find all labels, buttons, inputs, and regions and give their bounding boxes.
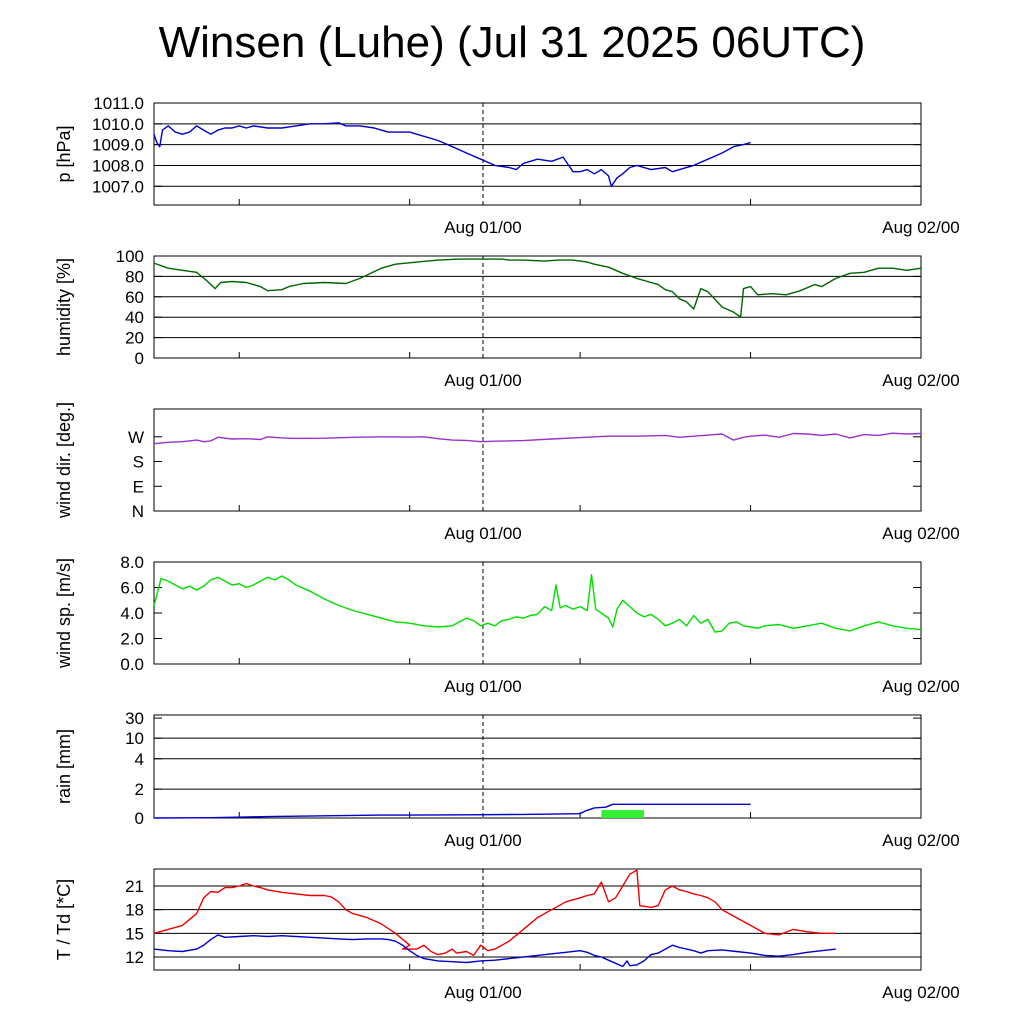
y-tick-label: 4.0 — [120, 604, 144, 623]
y-tick-label: E — [133, 477, 144, 496]
x-tick-label: Aug 01/00 — [444, 524, 522, 543]
y-tick-label: 18 — [125, 901, 144, 920]
y-tick-label: 20 — [125, 329, 144, 348]
y-tick-label: N — [132, 502, 144, 521]
y-tick-label: 40 — [125, 308, 144, 327]
x-tick-label: Aug 02/00 — [882, 831, 960, 850]
x-tick-label: Aug 02/00 — [882, 524, 960, 543]
y-tick-label: 1010.0 — [92, 115, 144, 134]
series-line — [153, 432, 922, 445]
x-tick-label: Aug 02/00 — [882, 677, 960, 696]
y-tick-label: 1008.0 — [92, 156, 144, 175]
chart-title: Winsen (Luhe) (Jul 31 2025 06UTC) — [158, 18, 866, 67]
y-tick-label: 1011.0 — [93, 94, 144, 113]
x-tick-label: Aug 01/00 — [444, 371, 522, 390]
series-line — [153, 258, 922, 318]
x-tick-label: Aug 02/00 — [882, 371, 960, 390]
y-tick-label: S — [133, 453, 144, 472]
series-line — [153, 869, 836, 957]
series-line — [153, 934, 836, 968]
y-tick-label: 2.0 — [120, 630, 144, 649]
y-tick-label: 0 — [135, 349, 144, 368]
y-tick-label: 2 — [135, 780, 144, 799]
y-tick-label: 100 — [116, 247, 144, 266]
plot-frame — [153, 255, 922, 359]
y-tick-label: 21 — [125, 877, 144, 896]
y-axis-label: p [hPa] — [54, 125, 74, 182]
x-tick-label: Aug 01/00 — [444, 831, 522, 850]
y-axis-label: humidity [%] — [54, 258, 74, 356]
x-tick-label: Aug 01/00 — [444, 983, 522, 1002]
y-tick-label: 80 — [125, 267, 144, 286]
y-axis-label: rain [mm] — [54, 729, 74, 804]
x-tick-label: Aug 02/00 — [882, 218, 960, 237]
y-tick-label: 15 — [125, 924, 144, 943]
y-tick-label: 30 — [125, 709, 144, 728]
y-tick-label: 0 — [135, 809, 144, 828]
series-line — [153, 574, 922, 633]
x-tick-label: Aug 02/00 — [882, 983, 960, 1002]
plot-frame — [153, 408, 922, 512]
y-axis-label: wind sp. [m/s] — [54, 558, 74, 669]
y-tick-label: 8.0 — [120, 553, 144, 572]
y-tick-label: 1009.0 — [92, 136, 144, 155]
y-axis-label: T / Td [*C] — [54, 879, 74, 960]
plot-frame — [153, 714, 922, 819]
y-tick-label: 12 — [125, 948, 144, 967]
y-tick-label: 4 — [135, 750, 144, 769]
y-tick-label: 0.0 — [120, 655, 144, 674]
plot-frame — [153, 102, 922, 206]
series-line — [153, 803, 751, 819]
y-tick-label: 60 — [125, 288, 144, 307]
y-axis-label: wind dir. [deg.] — [54, 402, 74, 519]
rain-bar — [601, 810, 645, 818]
y-tick-label: W — [128, 428, 144, 447]
y-tick-label: 1007.0 — [92, 177, 144, 196]
y-tick-label: 10 — [125, 729, 144, 748]
x-tick-label: Aug 01/00 — [444, 677, 522, 696]
x-tick-label: Aug 01/00 — [444, 218, 522, 237]
plot-frame — [153, 868, 922, 971]
series-line — [153, 122, 751, 188]
y-tick-label: 6.0 — [120, 579, 144, 598]
